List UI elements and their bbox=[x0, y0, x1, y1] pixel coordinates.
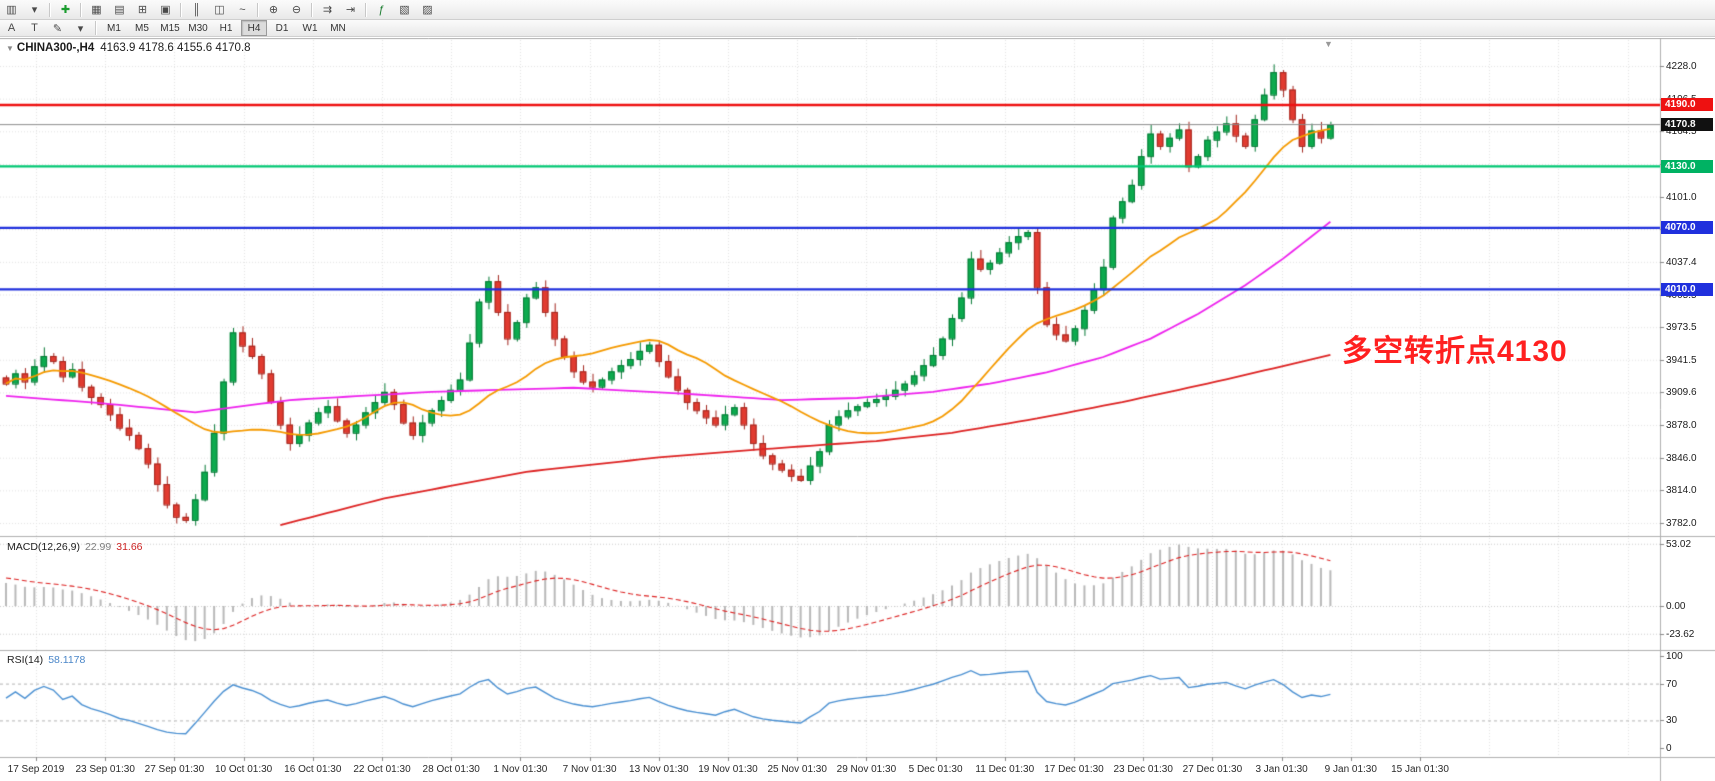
rsi-value: 58.1178 bbox=[48, 654, 86, 666]
macd-indicator-label: MACD(12,26,9) 22.99 31.66 bbox=[7, 541, 143, 553]
time-axis-label: 17 Sep 2019 bbox=[7, 764, 65, 775]
zoom-in-button[interactable]: ⊕ bbox=[268, 4, 279, 16]
toolbar-separator bbox=[180, 2, 182, 17]
time-axis-label: 17 Dec 01:30 bbox=[1044, 764, 1104, 775]
time-axis-label: 27 Sep 01:30 bbox=[144, 764, 205, 775]
time-axis-label: 3 Jan 01:30 bbox=[1255, 764, 1308, 775]
toolbar-separator bbox=[49, 2, 51, 17]
pane-splitter-rsi[interactable] bbox=[0, 648, 1715, 652]
shapes-tool-button[interactable]: ✎ bbox=[52, 22, 63, 35]
shapes-dropdown[interactable]: ▾ bbox=[77, 22, 84, 35]
time-axis-label: 10 Oct 01:30 bbox=[214, 764, 273, 775]
rsi-axis-label: 30 bbox=[1666, 715, 1678, 727]
timeframe-mn-button[interactable]: MN bbox=[330, 22, 346, 34]
chart-annotation: 多空转折点4130 bbox=[1342, 335, 1568, 368]
time-axis-label: 23 Dec 01:30 bbox=[1113, 764, 1173, 775]
macd-axis-label: -23.62 bbox=[1666, 628, 1695, 640]
toolbar-separator bbox=[80, 2, 82, 17]
new-chart-button[interactable]: ▥ bbox=[6, 4, 17, 16]
macd-axis-label: 0.00 bbox=[1666, 601, 1686, 612]
time-axis-label: 5 Dec 01:30 bbox=[908, 764, 963, 775]
price-axis-label: 4164.5 bbox=[1666, 126, 1697, 138]
price-axis-label: 4101.0 bbox=[1666, 191, 1697, 203]
timeframe-h1-button[interactable]: H1 bbox=[219, 22, 233, 34]
rsi-axis-label: 100 bbox=[1666, 651, 1683, 662]
price-axis-label: 3846.0 bbox=[1666, 452, 1697, 464]
timeframe-m5-button[interactable]: M5 bbox=[135, 22, 149, 34]
price-axis-label: 3909.6 bbox=[1666, 387, 1697, 399]
data-window-button[interactable]: ▤ bbox=[114, 4, 125, 16]
indicators-button[interactable]: ƒ bbox=[378, 3, 385, 16]
rsi-axis-label: 0 bbox=[1666, 743, 1672, 754]
price-axis-label: 3878.0 bbox=[1666, 420, 1697, 432]
time-axis-label: 22 Oct 01:30 bbox=[353, 764, 411, 775]
time-axis-label: 28 Oct 01:30 bbox=[422, 764, 480, 775]
terminal-button[interactable]: ▣ bbox=[160, 4, 171, 16]
time-axis-label: 13 Nov 01:30 bbox=[629, 764, 689, 775]
price-axis-label: 3814.0 bbox=[1666, 485, 1697, 497]
templates-button[interactable]: ▨ bbox=[422, 4, 433, 16]
time-axis-label: 15 Jan 01:30 bbox=[1391, 764, 1449, 775]
price-axis-label: 3782.0 bbox=[1666, 518, 1697, 529]
one-click-trading-toggle[interactable]: ▼ bbox=[6, 44, 14, 53]
line-chart-button[interactable]: ~ bbox=[239, 3, 246, 16]
support2-price-badge: 4010.0 bbox=[1661, 282, 1713, 296]
timeframe-m15-button[interactable]: M15 bbox=[160, 22, 180, 34]
chart-surface[interactable] bbox=[0, 38, 1715, 781]
toolbar-tools-timeframes: A T ✎ ▾ M1 M5 M15 M30 H1 H4 D1 W1 MN bbox=[0, 20, 1715, 37]
bar-chart-button[interactable]: ║ bbox=[192, 3, 201, 16]
pivot-price-badge: 4130.0 bbox=[1661, 159, 1713, 173]
navigator-button[interactable]: ⊞ bbox=[137, 4, 148, 16]
timeframe-d1-button[interactable]: D1 bbox=[275, 22, 289, 34]
ohlc-values: 4163.9 4178.6 4155.6 4170.8 bbox=[100, 42, 251, 54]
support1-price-badge: 4070.0 bbox=[1661, 221, 1713, 235]
timeframe-w1-button[interactable]: W1 bbox=[302, 22, 318, 34]
chart-type-dropdown[interactable]: ▾ bbox=[31, 4, 38, 16]
current-price-badge: 4170.8 bbox=[1661, 118, 1713, 132]
time-axis-label: 9 Jan 01:30 bbox=[1324, 764, 1377, 775]
toolbar-separator bbox=[257, 2, 259, 17]
pane-splitter-macd[interactable] bbox=[0, 534, 1715, 538]
chart-title: ▼ CHINA300-,H4 4163.9 4178.6 4155.6 4170.8 bbox=[6, 42, 251, 54]
chart-shift-button[interactable]: ⇥ bbox=[345, 4, 356, 16]
toolbar-separator bbox=[95, 21, 97, 35]
macd-main-value: 22.99 bbox=[84, 541, 112, 553]
text-tool-button[interactable]: T bbox=[31, 22, 38, 34]
market-watch-button[interactable]: ▦ bbox=[91, 4, 102, 16]
time-axis-label: 16 Oct 01:30 bbox=[284, 764, 342, 775]
time-axis-label: 27 Dec 01:30 bbox=[1182, 764, 1243, 775]
timeframe-h4-button[interactable]: H4 bbox=[241, 20, 267, 36]
price-axis-label: 4037.4 bbox=[1666, 256, 1697, 268]
periods-dropdown[interactable]: ▧ bbox=[399, 4, 410, 16]
time-axis-label: 7 Nov 01:30 bbox=[562, 764, 617, 775]
rsi-axis-label: 70 bbox=[1666, 678, 1678, 690]
scroll-end-marker[interactable]: ▼ bbox=[1324, 39, 1333, 49]
time-axis-label: 19 Nov 01:30 bbox=[698, 764, 758, 775]
price-axis-label: 3941.5 bbox=[1666, 354, 1697, 366]
time-axis-label: 29 Nov 01:30 bbox=[836, 764, 897, 775]
timeframe-m30-button[interactable]: M30 bbox=[188, 22, 208, 34]
candlestick-chart-button[interactable]: ◫ bbox=[214, 4, 225, 16]
price-axis-label: 4228.0 bbox=[1666, 61, 1697, 72]
resistance-price-badge: 4190.0 bbox=[1661, 98, 1713, 112]
toolbar-standard: ▥ ▾ ✚ ▦ ▤ ⊞ ▣ ║ ◫ ~ ⊕ ⊖ ⇉ ⇥ ƒ ▧ ▨ bbox=[0, 0, 1715, 20]
zoom-out-button[interactable]: ⊖ bbox=[291, 4, 302, 16]
time-axis-label: 23 Sep 01:30 bbox=[75, 764, 135, 775]
time-axis-label: 1 Nov 01:30 bbox=[493, 764, 548, 775]
label-tool-button[interactable]: A bbox=[7, 22, 16, 34]
time-axis-label: 11 Dec 01:30 bbox=[975, 764, 1035, 775]
toolbar-separator bbox=[311, 2, 313, 17]
toolbar-separator bbox=[365, 2, 367, 17]
price-axis-label: 3973.5 bbox=[1666, 322, 1697, 334]
auto-scroll-button[interactable]: ⇉ bbox=[322, 4, 333, 16]
macd-axis-label: 53.02 bbox=[1666, 538, 1692, 550]
rsi-indicator-label: RSI(14) 58.1178 bbox=[7, 654, 86, 666]
symbol-period-label: CHINA300-,H4 bbox=[16, 42, 95, 54]
time-axis-label: 25 Nov 01:30 bbox=[767, 764, 827, 775]
macd-signal-value: 31.66 bbox=[116, 541, 143, 553]
new-order-button[interactable]: ✚ bbox=[60, 4, 71, 16]
timeframe-m1-button[interactable]: M1 bbox=[107, 22, 121, 34]
chart-window: ▼ CHINA300-,H4 4163.9 4178.6 4155.6 4170.8… bbox=[0, 38, 1715, 781]
